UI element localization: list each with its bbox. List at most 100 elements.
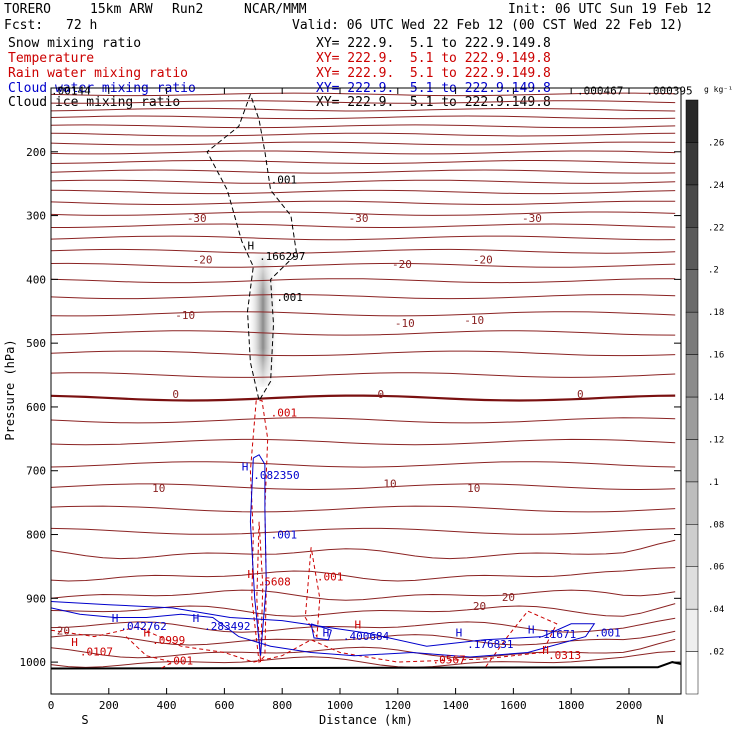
- x-axis-label: Distance (km): [319, 713, 413, 727]
- org-name: NCAR/MMM: [244, 2, 307, 17]
- colorbar-tick-label: .08: [708, 520, 724, 530]
- rain-label: H: [542, 644, 549, 657]
- rain-contour-line: [304, 547, 321, 639]
- temperature-label: 10: [467, 482, 480, 495]
- colorbar-unit: g kg⁻¹: [704, 85, 733, 94]
- snow-label: .001: [271, 174, 298, 187]
- isotherm-line: [51, 223, 676, 228]
- cloud-water-label: H: [242, 461, 249, 474]
- colorbar-tick-label: .06: [708, 563, 724, 573]
- endpoint-right: N: [656, 713, 663, 727]
- temperature-label: -20: [473, 253, 493, 266]
- cloud-water-contour-line: [249, 454, 267, 656]
- rain-label: .001: [317, 570, 344, 583]
- x-tick-label: 600: [214, 699, 234, 712]
- isotherm-line: [50, 278, 676, 284]
- cloud-water-contour-line: [310, 623, 332, 641]
- isotherm-line: [50, 132, 676, 137]
- x-tick-label: 1400: [442, 699, 469, 712]
- rain-contours: [50, 400, 558, 669]
- colorbar-swatch: [685, 524, 699, 567]
- x-tick-label: 1000: [327, 699, 354, 712]
- colorbar-swatch: [685, 354, 699, 398]
- colorbar-swatch: [685, 481, 699, 525]
- snow-label: .166297: [259, 250, 305, 263]
- temperature-label: 0: [577, 388, 584, 401]
- isotherm-line: [50, 394, 676, 402]
- isotherm-line: [50, 603, 676, 617]
- x-tick-label: 1200: [385, 699, 412, 712]
- isotherm-line: [50, 141, 676, 146]
- isotherm-line: [50, 235, 676, 241]
- isotherm-line: [50, 311, 676, 317]
- top-value-label: .000395: [646, 84, 692, 97]
- rain-label: .0999: [152, 634, 185, 647]
- field-rain-name: Rain water mixing ratio: [8, 66, 189, 81]
- colorbar-swatch: [685, 227, 699, 270]
- colorbar-tick-label: .14: [708, 393, 724, 403]
- isotherm-line: [50, 150, 676, 155]
- temperature-label: 0: [378, 388, 385, 401]
- cloud-water-label: H: [112, 612, 119, 625]
- isotherm-line: [50, 438, 676, 446]
- temperature-label: 20: [473, 600, 486, 613]
- x-tick-label: 800: [272, 699, 292, 712]
- terrain-line: [50, 661, 682, 670]
- temperature-label: -30: [187, 212, 207, 225]
- temperature-label: 0: [172, 388, 179, 401]
- colorbar-tick-label: .04: [708, 605, 724, 615]
- y-tick-label: 200: [26, 146, 46, 159]
- colorbar-tick-label: .26: [708, 138, 724, 148]
- colorbar-swatch: [685, 651, 699, 695]
- colorbar-tick-label: .12: [708, 435, 724, 445]
- field-snow-xy: XY= 222.9. 5.1 to 222.9.149.8: [316, 36, 551, 51]
- isotherm-line: [50, 617, 676, 633]
- valid-time: Valid: 06 UTC Wed 22 Feb 12 (00 CST Wed …: [292, 18, 684, 33]
- isotherm-line: [50, 248, 676, 254]
- colorbar-tick-label: .1: [708, 478, 719, 488]
- cloud-water-label: .400684: [343, 630, 390, 643]
- y-tick-label: 300: [26, 210, 46, 223]
- temperature-label: -30: [522, 212, 542, 225]
- colorbar-swatch: [685, 142, 699, 186]
- colorbar-tick-label: .02: [708, 648, 724, 658]
- x-tick-label: 0: [48, 699, 55, 712]
- cloud-water-label: H: [323, 627, 330, 640]
- isotherm-line: [50, 417, 676, 424]
- model-resolution: 15km ARW: [90, 2, 153, 17]
- y-tick-label: 400: [26, 273, 46, 286]
- temperature-label: -30: [349, 212, 369, 225]
- field-temperature-name: Temperature: [8, 51, 95, 66]
- colorbar-swatch: [685, 566, 699, 610]
- colorbar-tick-label: .2: [708, 266, 719, 276]
- isotherm-line: [50, 330, 676, 336]
- cloud-water-contour-line: [50, 601, 596, 658]
- x-tick-label: 1600: [500, 699, 527, 712]
- plot-frame: [50, 87, 682, 695]
- rain-label: H: [143, 627, 150, 640]
- x-tick-label: 2000: [616, 699, 643, 712]
- rain-label: .0567: [432, 653, 465, 666]
- field-snow-name: Snow mixing ratio: [8, 36, 142, 51]
- y-tick-label: 1000: [20, 656, 47, 669]
- rain-label: .001: [167, 655, 194, 668]
- colorbar: .02 .04 .06 .08 .1 .12 .14 .16 .18 .2 .22 .24 .26: [685, 99, 724, 695]
- rain-contour-line: [249, 400, 269, 664]
- isotherm-line: [50, 262, 676, 268]
- temperature-label: -10: [175, 309, 195, 322]
- isotherm-line: [50, 350, 676, 357]
- colorbar-swatch: [685, 184, 699, 228]
- temperature-label: 10: [383, 477, 396, 490]
- rain-label: H: [71, 636, 78, 649]
- isotherm-line: [50, 169, 676, 174]
- cloud-water-contours: [50, 454, 596, 658]
- cloud-water-label: H: [528, 623, 535, 636]
- colorbar-tick-label: .16: [708, 351, 724, 361]
- field-cloud-ice-xy: XY= 222.9. 5.1 to 222.9.149.8: [316, 95, 551, 110]
- rain-label: .0313: [548, 649, 581, 662]
- cloud-water-label: .283492: [204, 620, 250, 633]
- field-cloud-ice-name: Cloud ice mixing ratio: [8, 95, 181, 110]
- isotherm-line: [50, 527, 676, 535]
- isotherm-line: [50, 461, 676, 468]
- colorbar-swatch: [685, 99, 699, 143]
